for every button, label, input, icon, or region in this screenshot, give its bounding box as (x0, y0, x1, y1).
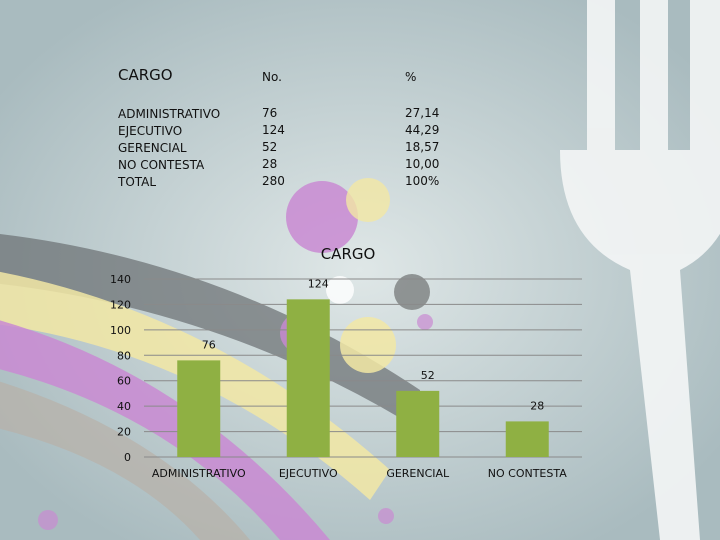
data-label: 52 (421, 369, 435, 382)
table-header-cargo: CARGO (118, 66, 173, 84)
data-label: 76 (202, 338, 216, 351)
data-labels: 76 124 52 28 (202, 277, 545, 412)
x-tick-label: NO CONTESTA (488, 467, 567, 480)
table-cell: 124 (262, 123, 285, 137)
table-cell: ADMINISTRATIVO (118, 107, 221, 121)
y-tick-label: 60 (117, 375, 131, 388)
y-axis-ticks: 0 20 40 60 80 100 120 140 (110, 273, 131, 464)
table-header-number: No. (262, 70, 282, 84)
bar (396, 390, 440, 457)
table-cell: 18,57 (405, 140, 440, 154)
y-tick-label: 0 (124, 451, 131, 464)
table-cell: 280 (262, 174, 285, 188)
y-tick-label: 80 (117, 349, 131, 362)
table-cell: 28 (262, 157, 278, 171)
x-tick-label: ADMINISTRATIVO (152, 467, 246, 480)
y-tick-label: 40 (117, 400, 131, 413)
y-tick-label: 140 (110, 273, 131, 286)
table-cell: 100% (405, 174, 440, 188)
table-header-percent: % (405, 70, 417, 84)
table-cell: 76 (262, 106, 278, 120)
table-cell: 52 (262, 140, 278, 154)
table-cell: TOTAL (118, 175, 157, 189)
x-tick-label: EJECUTIVO (279, 467, 338, 480)
x-axis-ticks: ADMINISTRATIVO EJECUTIVO GERENCIAL NO CONTE… (152, 467, 567, 480)
bar (177, 360, 221, 457)
table-column-number: No. 76 124 52 28 280 (262, 69, 285, 190)
y-tick-label: 120 (110, 298, 131, 311)
data-label: 124 (308, 277, 329, 290)
table-cell: 10,00 (405, 157, 440, 171)
table-cell: NO CONTESTA (118, 158, 205, 172)
x-tick-label: GERENCIAL (386, 467, 450, 480)
chart-title: CARGO (321, 245, 376, 263)
table-cell: 27,14 (405, 106, 440, 120)
table-column-cargo: CARGO ADMINISTRATIVO EJECUTIVO GERENCIAL… (118, 66, 220, 191)
cargo-table: CARGO ADMINISTRATIVO EJECUTIVO GERENCIAL… (118, 66, 478, 196)
bar (505, 421, 549, 457)
table-column-percent: % 27,14 44,29 18,57 10,00 100% (405, 69, 439, 190)
table-cell: 44,29 (405, 123, 440, 137)
data-label: 28 (530, 399, 544, 412)
y-tick-label: 20 (117, 426, 131, 439)
y-tick-label: 100 (110, 324, 131, 337)
bars (177, 299, 549, 457)
table-cell: GERENCIAL (118, 141, 187, 155)
bar (286, 299, 330, 457)
table-cell: EJECUTIVO (118, 124, 183, 138)
